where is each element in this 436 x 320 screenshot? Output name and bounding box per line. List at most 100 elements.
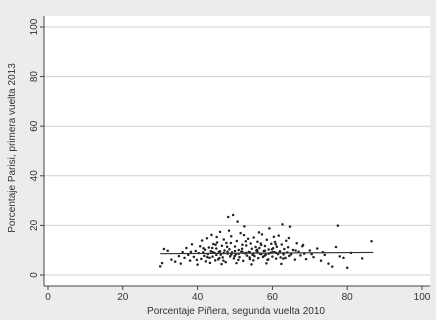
scatter-point bbox=[229, 241, 233, 245]
scatter-point bbox=[187, 253, 190, 257]
scatter-point bbox=[268, 227, 271, 230]
fit-line bbox=[160, 251, 374, 255]
scatter-point bbox=[208, 256, 211, 260]
y-tick-label: 40 bbox=[29, 170, 40, 182]
scatter-point bbox=[283, 247, 286, 251]
scatter-point bbox=[308, 249, 312, 252]
scatter-point bbox=[282, 253, 285, 256]
scatter-point bbox=[274, 242, 278, 246]
scatter-point bbox=[280, 262, 283, 266]
scatter-point bbox=[254, 245, 257, 249]
scatter-point bbox=[237, 248, 240, 252]
scatter-point bbox=[360, 257, 364, 260]
scatter-point bbox=[260, 233, 264, 236]
scatter-point bbox=[241, 243, 244, 246]
scatter-point bbox=[293, 258, 297, 261]
scatter-point bbox=[241, 259, 245, 263]
scatter-point bbox=[226, 250, 229, 253]
scatter-point bbox=[185, 246, 188, 250]
x-tick-label: 20 bbox=[117, 292, 129, 303]
scatter-point bbox=[286, 245, 290, 249]
scatter-point bbox=[239, 231, 242, 235]
scatter-point bbox=[342, 256, 345, 260]
scatter-point bbox=[233, 245, 237, 248]
scatter-point bbox=[196, 263, 199, 266]
x-tick-label: 80 bbox=[342, 292, 354, 303]
scatter-point bbox=[241, 250, 244, 254]
scatter-point bbox=[323, 253, 327, 257]
scatter-point bbox=[208, 261, 212, 265]
scatter-point bbox=[277, 234, 281, 237]
scatter-point bbox=[213, 259, 217, 262]
scatter-point bbox=[270, 247, 274, 251]
scatter-point bbox=[222, 259, 225, 262]
scatter-point bbox=[316, 247, 319, 250]
scatter-point bbox=[327, 262, 330, 265]
scatter-point bbox=[160, 261, 164, 265]
scatter-point bbox=[295, 242, 298, 245]
scatter-point bbox=[215, 241, 219, 244]
scatter-point bbox=[256, 256, 260, 260]
scatter-point bbox=[223, 249, 226, 252]
scatter-point bbox=[245, 254, 249, 257]
scatter-point bbox=[250, 247, 254, 250]
scatter-point bbox=[200, 257, 203, 261]
scatter-point bbox=[288, 225, 292, 228]
scatter-point bbox=[267, 258, 270, 261]
scatter-point bbox=[210, 233, 213, 237]
y-tick-label: 0 bbox=[29, 272, 40, 278]
scatter-point bbox=[230, 253, 233, 256]
scatter-point bbox=[218, 256, 221, 260]
scatter-point bbox=[250, 263, 253, 266]
scatter-point bbox=[227, 215, 230, 219]
scatter-point bbox=[319, 259, 323, 262]
scatter-point bbox=[225, 245, 229, 248]
scatter-point bbox=[252, 236, 255, 239]
scatter-point bbox=[258, 246, 261, 250]
scatter-point bbox=[330, 265, 334, 268]
scatter-point bbox=[198, 244, 202, 248]
scatter-point bbox=[236, 220, 239, 223]
scatter-point bbox=[219, 253, 223, 256]
scatter-point bbox=[212, 242, 215, 246]
scatter-point bbox=[273, 240, 277, 244]
scatter-point bbox=[243, 225, 246, 228]
scatter-point bbox=[291, 248, 295, 252]
scatter-point bbox=[237, 258, 240, 262]
scatter-point bbox=[195, 258, 199, 262]
scatter-point bbox=[338, 255, 341, 258]
scatter-point bbox=[294, 249, 297, 252]
grid-lines bbox=[44, 26, 430, 276]
scatter-point bbox=[263, 254, 266, 257]
x-axis-title: Porcentaje Piñera, segunda vuelta 2010 bbox=[147, 306, 325, 317]
scatter-point bbox=[227, 229, 231, 232]
scatter-point bbox=[215, 253, 218, 257]
scatter-point bbox=[263, 244, 267, 248]
scatter-point bbox=[370, 240, 373, 243]
scatter-point bbox=[312, 255, 315, 259]
y-axis-title: Porcentaje Parisi, primera vuelta 2013 bbox=[7, 63, 18, 233]
scatter-point bbox=[249, 242, 252, 245]
scatter-point bbox=[205, 237, 209, 240]
scatter-point bbox=[170, 258, 173, 261]
scatter-point bbox=[206, 255, 209, 259]
scatter-point bbox=[224, 260, 227, 264]
scatter-point bbox=[214, 243, 217, 246]
scatter-point bbox=[189, 250, 193, 254]
scatter-point bbox=[259, 242, 263, 245]
tick-labels: 0 20 40 60 80 100 0 20 40 60 80 100 bbox=[29, 18, 431, 303]
scatter-point bbox=[272, 235, 276, 239]
scatter-point bbox=[188, 259, 192, 262]
scatter-point bbox=[215, 235, 218, 239]
y-tick-label: 80 bbox=[29, 71, 40, 83]
scatter-point bbox=[233, 249, 237, 253]
scatter-point bbox=[231, 213, 235, 217]
scatter-point bbox=[284, 256, 287, 260]
scatter-point bbox=[207, 246, 211, 249]
scatter-point bbox=[162, 247, 166, 251]
scatter-point bbox=[279, 256, 282, 259]
y-tick-label: 20 bbox=[29, 219, 40, 231]
scatter-point bbox=[289, 253, 293, 256]
scatter-point bbox=[225, 241, 228, 245]
scatter-point bbox=[177, 254, 181, 258]
